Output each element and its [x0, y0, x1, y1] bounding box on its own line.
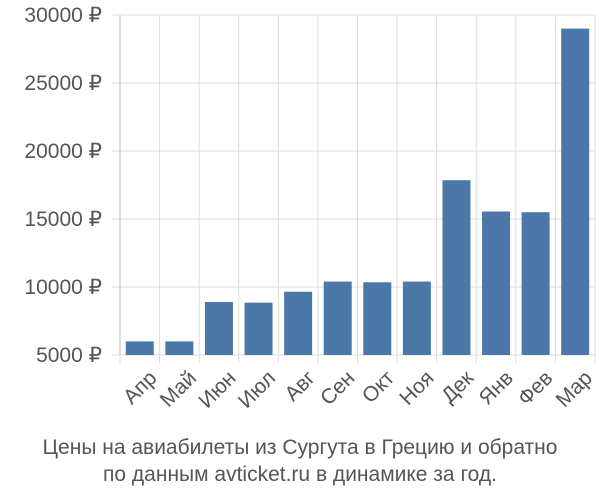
y-tick-label: 20000 ₽ — [24, 140, 102, 163]
bar-6 — [323, 281, 352, 355]
x-tick-label: Июл — [234, 366, 280, 412]
bar-12 — [561, 28, 590, 355]
x-tick-label: Янв — [475, 366, 518, 409]
bar-10 — [482, 211, 511, 355]
x-tick-label: Авг — [280, 366, 320, 406]
x-tick-label: Окт — [358, 366, 400, 408]
x-tick-label: Ноя — [395, 366, 438, 409]
bar-5 — [284, 291, 313, 355]
x-tick-label: Июн — [194, 366, 240, 412]
x-tick-label: Апр — [119, 366, 161, 408]
bar-7 — [363, 282, 392, 355]
y-tick-label: 10000 ₽ — [24, 276, 102, 299]
x-tick-label: Май — [156, 366, 201, 411]
y-tick-label: 15000 ₽ — [24, 208, 102, 231]
bar-2 — [165, 341, 194, 355]
y-tick-label: 30000 ₽ — [24, 4, 102, 27]
x-tick-label: Сен — [316, 366, 359, 409]
y-tick-label: 5000 ₽ — [36, 344, 102, 367]
bar-1 — [125, 341, 154, 355]
bar-9 — [442, 180, 471, 355]
x-tick-label: Дек — [437, 366, 479, 408]
y-axis-ticks: 5000 ₽ 10000 ₽ 15000 ₽ 20000 ₽ 25000 ₽ 30000 … — [24, 4, 102, 367]
bar-4 — [244, 302, 273, 355]
bar-11 — [521, 212, 550, 355]
y-tick-label: 25000 ₽ — [24, 72, 102, 95]
bar-3 — [204, 301, 233, 355]
caption-line-2: по данным avticket.ru в динамике за год. — [103, 463, 497, 486]
bars — [125, 28, 590, 355]
grid-lines — [112, 14, 596, 363]
bar-8 — [402, 281, 431, 355]
x-tick-label: Фев — [514, 366, 558, 410]
x-tick-label: Мар — [552, 366, 597, 411]
caption-line-1: Цены на авиабилеты из Сургута в Грецию и… — [43, 436, 558, 459]
